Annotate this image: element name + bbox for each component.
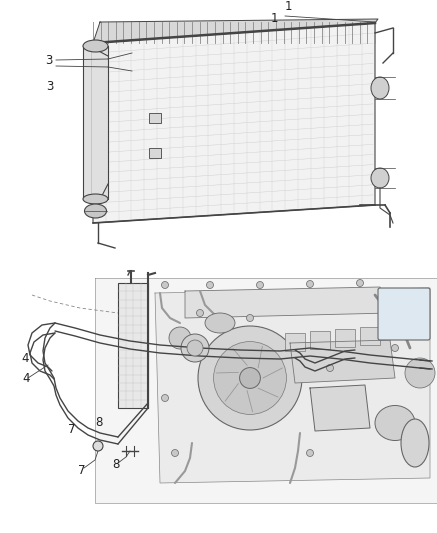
Polygon shape [310, 385, 370, 431]
Ellipse shape [169, 327, 191, 349]
Polygon shape [155, 288, 430, 483]
Circle shape [257, 281, 264, 288]
Bar [335, 329, 355, 347]
Text: 8: 8 [95, 416, 103, 429]
Text: 3: 3 [45, 53, 52, 67]
Circle shape [93, 441, 103, 451]
Polygon shape [290, 340, 395, 383]
Circle shape [207, 281, 214, 288]
Circle shape [326, 365, 333, 372]
Text: 4: 4 [21, 352, 28, 365]
Ellipse shape [371, 77, 389, 99]
Bar [360, 327, 380, 345]
Ellipse shape [83, 194, 108, 204]
Ellipse shape [181, 334, 209, 362]
Bar [149, 148, 161, 158]
Circle shape [197, 310, 204, 317]
Circle shape [171, 449, 178, 456]
Polygon shape [93, 19, 378, 43]
Circle shape [306, 449, 313, 456]
Ellipse shape [84, 204, 107, 218]
FancyBboxPatch shape [378, 288, 430, 340]
Polygon shape [93, 23, 375, 223]
Circle shape [162, 394, 169, 401]
Polygon shape [83, 46, 108, 199]
Ellipse shape [83, 40, 108, 52]
Ellipse shape [375, 406, 415, 440]
Text: 1: 1 [271, 12, 278, 25]
Text: 7: 7 [68, 423, 75, 435]
Polygon shape [95, 278, 437, 503]
Bar [118, 283, 148, 408]
Circle shape [246, 314, 253, 321]
Text: 4: 4 [22, 372, 30, 384]
Circle shape [198, 326, 302, 430]
Text: 8: 8 [112, 458, 119, 472]
Circle shape [162, 281, 169, 288]
Bar [149, 113, 161, 123]
Ellipse shape [205, 313, 235, 333]
Circle shape [239, 368, 260, 389]
Text: 7: 7 [78, 464, 86, 477]
Polygon shape [185, 287, 390, 318]
Ellipse shape [405, 358, 435, 388]
Text: 1: 1 [285, 0, 292, 13]
Text: 3: 3 [46, 80, 53, 93]
Circle shape [392, 344, 399, 351]
Ellipse shape [371, 168, 389, 188]
Circle shape [357, 279, 364, 287]
Circle shape [214, 342, 286, 414]
Circle shape [306, 280, 313, 287]
Bar [310, 331, 330, 349]
Circle shape [187, 340, 203, 356]
Bar [285, 333, 305, 351]
Ellipse shape [401, 419, 429, 467]
